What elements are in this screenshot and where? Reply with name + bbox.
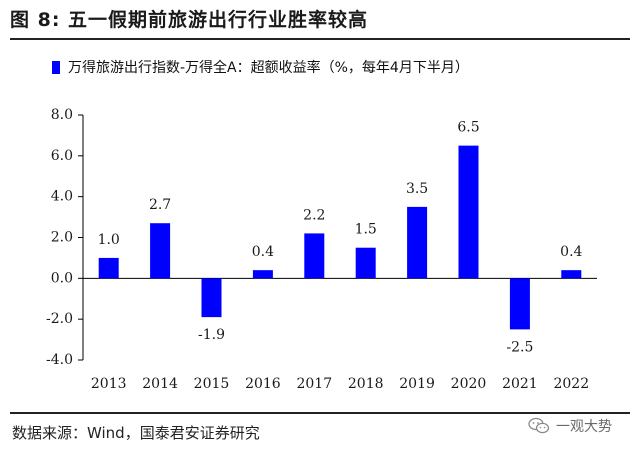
x-tick-label-2020: 2020 — [451, 376, 487, 392]
data-label-2016: 0.4 — [252, 244, 274, 260]
data-label-2021: -2.5 — [506, 339, 533, 355]
bar-2018 — [355, 247, 376, 279]
x-tick-label-2017: 2017 — [296, 376, 332, 392]
bar-2022 — [561, 270, 582, 279]
data-label-2017: 2.2 — [303, 207, 325, 223]
watermark: 一观大势 — [528, 416, 612, 436]
x-tick-label-2014: 2014 — [142, 376, 178, 392]
data-label-2013: 1.0 — [98, 232, 120, 248]
watermark-text: 一观大势 — [556, 419, 612, 435]
data-label-2015: -1.9 — [198, 327, 225, 343]
y-tick-label: 0.0 — [51, 270, 73, 286]
bar-2021 — [509, 278, 530, 330]
bar-2015 — [201, 278, 222, 318]
data-label-2019: 3.5 — [406, 181, 428, 197]
x-tick-label-2013: 2013 — [91, 376, 127, 392]
x-tick-label-2019: 2019 — [399, 376, 435, 392]
data-label-2014: 2.7 — [149, 197, 171, 213]
bar-2019 — [407, 206, 428, 279]
chart-legend: 万得旅游出行指数-万得全A：超额收益率（%，每年4月下半月） — [52, 57, 469, 77]
bar-2013 — [98, 257, 119, 279]
figure-title: 图 8: 五一假期前旅游出行行业胜率较高 — [10, 9, 369, 31]
bar-2014 — [150, 223, 171, 279]
y-tick-label: 6.0 — [51, 148, 73, 164]
y-tick-label: 2.0 — [51, 230, 73, 246]
x-tick-label-2016: 2016 — [245, 376, 281, 392]
bar-2020 — [458, 145, 479, 279]
title-rule — [10, 38, 630, 40]
data-label-2022: 0.4 — [560, 244, 582, 260]
data-label-2018: 1.5 — [355, 222, 377, 238]
bar-2016 — [252, 270, 273, 279]
x-tick-label-2022: 2022 — [553, 376, 589, 392]
data-label-2020: 6.5 — [457, 120, 479, 136]
legend-swatch — [52, 60, 60, 74]
x-tick-label-2018: 2018 — [348, 376, 384, 392]
y-tick-label: 8.0 — [51, 107, 73, 123]
source-note: 数据来源：Wind，国泰君安证券研究 — [12, 424, 260, 442]
x-tick-label-2015: 2015 — [194, 376, 230, 392]
source-rule — [10, 412, 630, 414]
y-tick-label: 4.0 — [51, 189, 73, 205]
bar-2017 — [304, 233, 325, 279]
x-tick-label-2021: 2021 — [502, 376, 538, 392]
y-tick-label: -2.0 — [46, 311, 73, 327]
legend-label: 万得旅游出行指数-万得全A：超额收益率（%，每年4月下半月） — [68, 60, 469, 76]
y-tick-label: -4.0 — [46, 352, 73, 368]
wechat-icon — [528, 417, 550, 434]
